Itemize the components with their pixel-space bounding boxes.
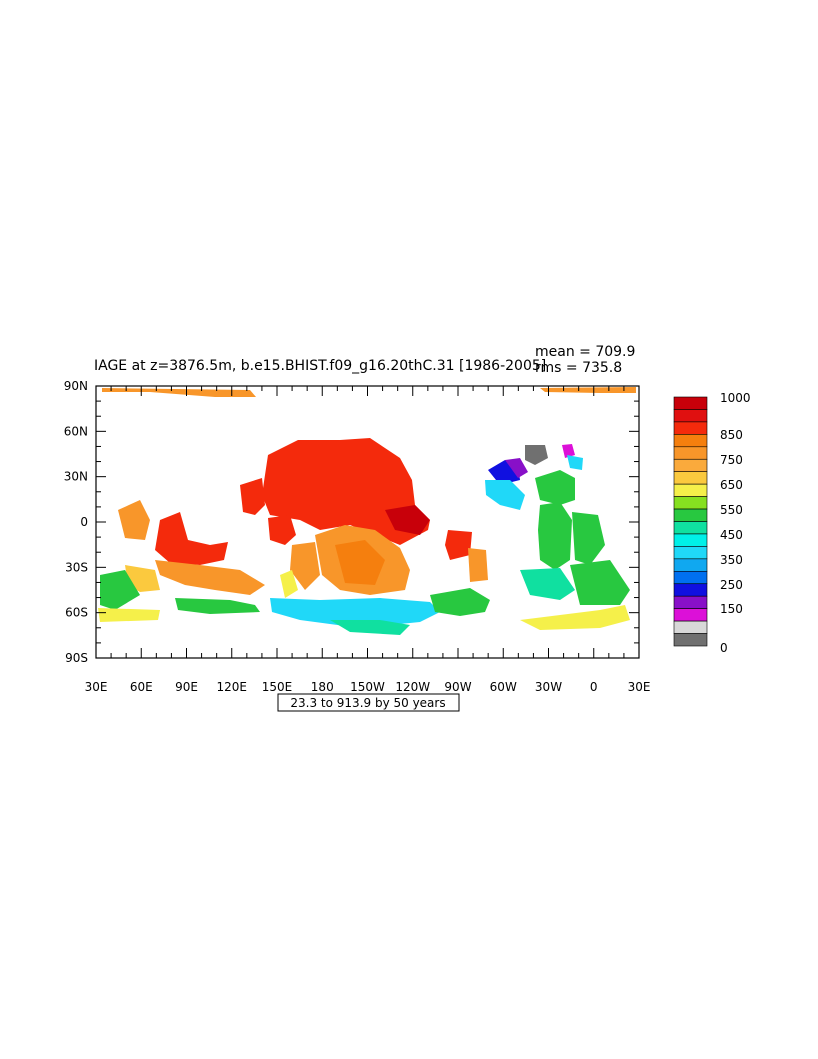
mean-label: mean = 709.9 — [535, 344, 635, 360]
region-australia-south-yellow — [280, 570, 298, 598]
colorbar-label: 650 — [720, 478, 743, 492]
colorbar-swatch — [673, 620, 708, 634]
region-southern-ocean-green — [430, 588, 490, 616]
y-axis: 90N 60N 30N 0 30S 60S 90S — [64, 379, 639, 665]
region-atlantic-north — [535, 470, 575, 505]
colorbar-swatch — [673, 434, 708, 448]
region-arctic-west — [102, 388, 256, 397]
region-atlantic-south-teal — [520, 568, 575, 600]
colorbar-label: 750 — [720, 453, 743, 467]
region-indian-south — [155, 560, 265, 595]
colorbar-label: 0 — [720, 641, 728, 655]
region-sw-pacific — [290, 542, 320, 590]
colorbar-label: 550 — [720, 503, 743, 517]
region-arctic-east — [540, 387, 636, 393]
x-tick-label: 30E — [628, 680, 651, 694]
y-tick-label: 30S — [65, 560, 88, 574]
x-tick-label: 30E — [85, 680, 108, 694]
x-tick-label: 150W — [350, 680, 385, 694]
y-tick-label: 0 — [80, 515, 88, 529]
region-indian-red — [155, 512, 228, 565]
x-tick-label: 0 — [590, 680, 598, 694]
colorbar-label: 1000 — [720, 391, 751, 405]
y-tick-label: 60N — [64, 424, 88, 438]
region-nordic-magenta — [562, 444, 575, 458]
y-tick-label: 60S — [65, 606, 88, 620]
y-tick-label: 30N — [64, 470, 88, 484]
region-southern-ocean — [270, 598, 440, 628]
colorbar-swatch — [673, 533, 708, 547]
colorbar-label: 150 — [720, 602, 743, 616]
colorbar-swatch — [673, 496, 708, 510]
region-atlantic-south-green — [570, 560, 630, 605]
colorbar: 1000 850 750 650 550 450 350 250 150 0 — [673, 391, 751, 655]
colorbar-swatch — [673, 570, 708, 585]
colorbar-swatch — [673, 595, 708, 609]
colorbar-swatch — [673, 458, 708, 472]
colorbar-swatch — [673, 446, 708, 460]
region-labrador-cyan — [485, 480, 525, 510]
y-tick-label: 90N — [64, 379, 88, 393]
region-kerguelen-green — [175, 598, 260, 614]
rms-label: rms = 735.8 — [535, 360, 622, 376]
region-se-pacific — [445, 530, 472, 560]
colorbar-label: 850 — [720, 428, 743, 442]
x-tick-label: 120W — [395, 680, 430, 694]
colorbar-swatch — [673, 583, 708, 597]
colorbar-swatch — [673, 633, 708, 647]
region-nordic-grey — [525, 445, 548, 465]
region-indian-west-green — [100, 570, 140, 610]
y-tick-label: 90S — [65, 651, 88, 665]
region-southern-ocean-yellow — [520, 605, 630, 630]
colorbar-swatch — [673, 546, 708, 560]
colorbar-label: 250 — [720, 578, 743, 592]
colorbar-swatch — [673, 508, 708, 522]
chart-title: IAGE at z=3876.5m, b.e15.BHIST.f09_g16.2… — [94, 358, 546, 374]
colorbar-swatch — [673, 421, 708, 435]
colorbar-swatch — [673, 521, 708, 535]
colorbar-swatch — [673, 608, 708, 622]
contour-info: 23.3 to 913.9 by 50 years — [290, 696, 445, 710]
colorbar-swatch — [673, 409, 708, 423]
x-axis: 30E 60E 90E 120E 150E 180 150W 120W 90W 60W 30W 0 30… — [85, 386, 651, 694]
region-nw-pacific-patch — [240, 478, 265, 515]
x-tick-label: 120E — [217, 680, 248, 694]
region-atlantic-east — [572, 512, 605, 565]
region-se-pacific-orange — [468, 548, 488, 582]
colorbar-swatch — [673, 483, 708, 497]
contour-info-box — [277, 693, 460, 712]
x-tick-label: 150E — [262, 680, 293, 694]
colorbar-label: 350 — [720, 553, 743, 567]
x-tick-label: 90W — [444, 680, 471, 694]
region-indian-orange — [118, 500, 150, 540]
region-labrador-purple — [505, 458, 528, 478]
colorbar-swatch — [673, 471, 708, 485]
region-north-pacific — [262, 438, 430, 545]
colorbar-swatch — [673, 396, 708, 410]
data-field — [98, 387, 636, 635]
region-nw-pacific-small — [268, 515, 296, 545]
colorbar-label: 450 — [720, 528, 743, 542]
x-tick-label: 60E — [130, 680, 153, 694]
region-southern-ocean-deep — [330, 620, 410, 635]
region-south-pacific-inner — [335, 540, 385, 585]
x-tick-label: 30W — [535, 680, 562, 694]
region-atlantic-equator — [538, 502, 572, 570]
colorbar-swatch — [673, 558, 708, 572]
region-indian-south-yellow — [98, 608, 160, 622]
region-east-pacific-deep — [385, 505, 430, 535]
x-tick-label: 60W — [490, 680, 517, 694]
x-tick-label: 180 — [311, 680, 334, 694]
x-tick-label: 90E — [175, 680, 198, 694]
region-nordic-cyan — [567, 455, 583, 470]
